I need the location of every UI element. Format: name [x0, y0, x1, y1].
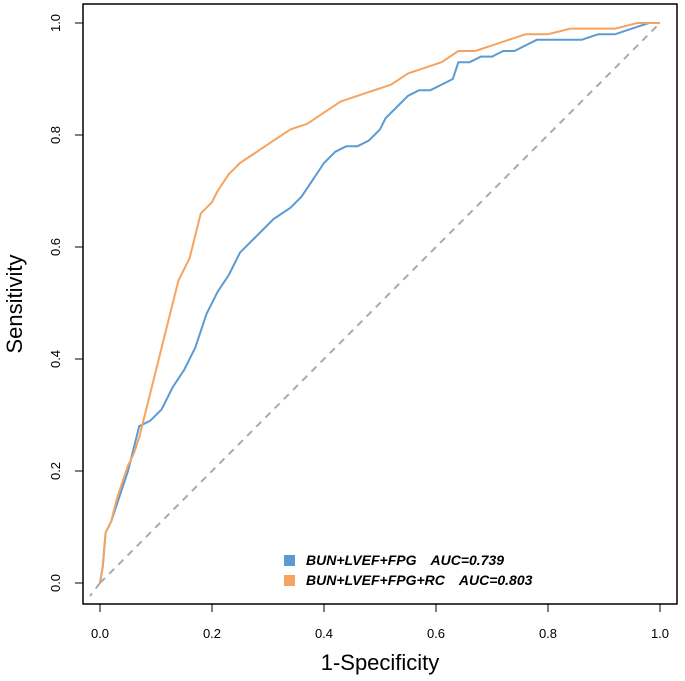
- y-tick-label: 0.4: [48, 350, 63, 368]
- y-tick-label: 0.0: [48, 574, 63, 592]
- legend-swatch-1: [284, 555, 295, 566]
- y-tick-label: 1.0: [48, 14, 63, 32]
- x-tick-label: 0.8: [539, 626, 557, 641]
- legend: BUN+LVEF+FPG AUC=0.739 BUN+LVEF+FPG+RC AUC=…: [284, 552, 533, 588]
- y-tick-label: 0.8: [48, 126, 63, 144]
- x-tick-label: 0.4: [315, 626, 333, 641]
- y-axis: 0.0 0.2 0.4 0.6 0.8 1.0: [48, 14, 83, 592]
- plot-frame: [82, 3, 678, 605]
- legend-label-1: BUN+LVEF+FPG AUC=0.739: [306, 552, 504, 568]
- legend-series-name: BUN+LVEF+FPG: [306, 552, 417, 568]
- legend-auc-label: AUC=0.803: [458, 572, 533, 588]
- legend-label-2: BUN+LVEF+FPG+RC AUC=0.803: [306, 572, 533, 588]
- roc-curve-series-2: [99, 22, 660, 584]
- legend-auc-label: AUC=0.739: [429, 552, 504, 568]
- x-tick-label: 1.0: [651, 626, 669, 641]
- y-axis-title: Sensitivity: [2, 254, 27, 353]
- x-tick-label: 0.0: [91, 626, 109, 641]
- roc-curve-series-1: [99, 22, 660, 584]
- x-axis: 0.0 0.2 0.4 0.6 0.8 1.0: [91, 604, 669, 641]
- legend-swatch-2: [284, 575, 295, 586]
- series-layer: [99, 22, 660, 584]
- legend-series-name: BUN+LVEF+FPG+RC: [306, 572, 446, 588]
- chance-diagonal-line: [99, 22, 661, 584]
- y-tick-label: 0.6: [48, 238, 63, 256]
- x-axis-title: 1-Specificity: [321, 650, 440, 675]
- x-tick-label: 0.2: [203, 626, 221, 641]
- x-tick-label: 0.6: [427, 626, 445, 641]
- chance-diagonal-extension: [89, 582, 101, 597]
- y-tick-label: 0.2: [48, 462, 63, 480]
- reference-layer: [89, 22, 661, 597]
